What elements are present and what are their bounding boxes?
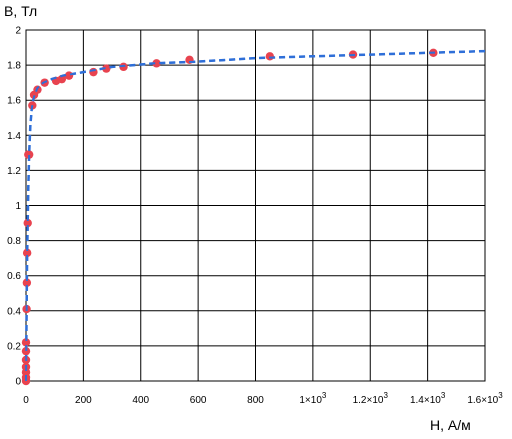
x-tick-label: 1×103 [299, 391, 327, 406]
x-tick-label: 1.4×103 [410, 391, 446, 406]
x-tick-label-exponent: 3 [498, 391, 503, 400]
data-point [265, 52, 275, 61]
x-tick-label-text: 200 [75, 395, 92, 406]
x-tick-label-exponent: 3 [383, 391, 388, 400]
data-point [21, 338, 31, 347]
y-tick-label: 1 [15, 201, 21, 212]
x-axis: 0 200 400 600 800 1×103 1.2×103 1.4×103 1.6×103 [23, 391, 503, 406]
y-tick-label: 0.4 [7, 306, 21, 317]
x-tick-label-text: 1.6×10 [467, 395, 498, 406]
data-point [23, 218, 32, 228]
y-tick-label: 0.6 [7, 271, 21, 282]
y-tick-label: 2 [15, 26, 21, 37]
data-point [89, 67, 98, 77]
x-tick-label-exponent: 3 [441, 391, 446, 400]
x-tick-label-text: 800 [247, 395, 264, 406]
x-tick-label-text: 1.4×10 [410, 395, 441, 406]
fit-curve-line-overlay [25, 50, 486, 382]
x-tick-label-text: 400 [132, 395, 149, 406]
y-tick-label: 1.2 [7, 166, 21, 177]
y-tick-label: 1.6 [7, 96, 21, 107]
x-tick-label: 1.6×103 [467, 391, 503, 406]
y-axis: 0 0.2 0.4 0.6 0.8 1 1.2 1.4 1.6 1.8 2 [7, 26, 21, 388]
y-tick-label: 0 [15, 377, 21, 388]
x-tick-label-text: 1.2×10 [353, 395, 384, 406]
x-tick-label-exponent: 3 [322, 391, 327, 400]
y-tick-label: 0.8 [7, 236, 21, 247]
x-tick-label: 800 [247, 395, 264, 406]
x-tick-label: 600 [190, 395, 207, 406]
x-tick-label-text: 0 [23, 395, 29, 406]
data-point [22, 248, 32, 258]
data-point [21, 346, 31, 356]
data-point [24, 150, 34, 159]
y-tick-label: 1.8 [7, 61, 21, 72]
data-point [57, 74, 67, 84]
x-tick-label: 400 [132, 395, 149, 406]
data-point [152, 59, 161, 68]
x-tick-label: 1.2×103 [353, 391, 389, 406]
y-axis-title: B, Тл [4, 3, 37, 19]
x-tick-label: 200 [75, 395, 92, 406]
data-point [102, 64, 111, 73]
x-axis-title: H, А/м [430, 417, 471, 433]
x-tick-label: 0 [23, 395, 29, 406]
plot-area [25, 29, 486, 382]
y-tick-label: 0.2 [7, 341, 21, 352]
grid [25, 29, 486, 382]
data-point [22, 278, 32, 287]
x-tick-label-text: 1×10 [299, 395, 322, 406]
series-area [21, 48, 486, 386]
y-tick-label: 1.4 [7, 131, 21, 142]
x-tick-label-text: 600 [190, 395, 207, 406]
